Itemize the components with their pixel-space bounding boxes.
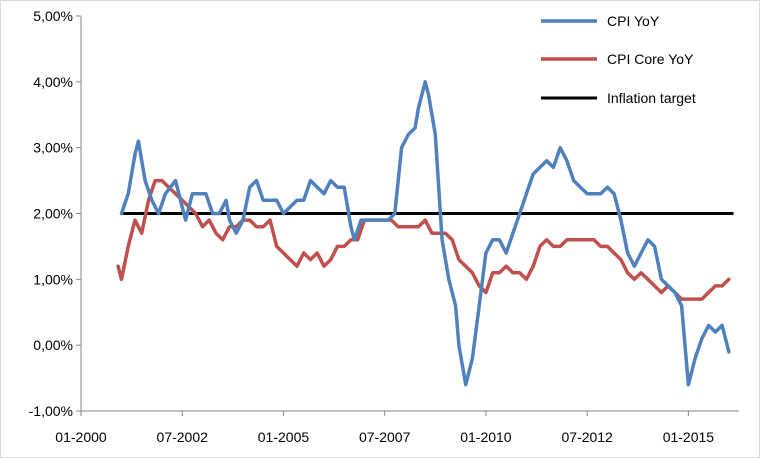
y-tick-label: -1,00% bbox=[29, 403, 73, 419]
x-tick-label: 01-2010 bbox=[460, 429, 512, 445]
legend: CPI YoY CPI Core YoY Inflation target bbox=[541, 13, 696, 106]
legend-label-cpi-core-yoy: CPI Core YoY bbox=[607, 51, 694, 67]
x-tick-label: 07-2007 bbox=[359, 429, 411, 445]
y-tick-labels: 5,00% 4,00% 3,00% 2,00% 1,00% 0,00% -1,00% bbox=[29, 8, 81, 419]
series-line-cpi-core-yoy bbox=[116, 178, 731, 301]
x-tick-label: 01-2000 bbox=[55, 429, 107, 445]
y-tick-label: 4,00% bbox=[33, 74, 73, 90]
y-tick-label: 3,00% bbox=[33, 140, 73, 156]
x-tick-label: 07-2012 bbox=[561, 429, 613, 445]
y-tick-label: 2,00% bbox=[33, 206, 73, 222]
x-tick-labels: 01-2000 07-2002 01-2005 07-2007 01-2010 07-20… bbox=[55, 411, 714, 445]
x-tick-label: 01-2005 bbox=[258, 429, 310, 445]
x-tick-label: 01-2015 bbox=[663, 429, 715, 445]
legend-label-inflation-target: Inflation target bbox=[607, 90, 696, 106]
series-line-cpi-yoy bbox=[119, 80, 731, 387]
y-tick-label: 1,00% bbox=[33, 271, 73, 287]
y-tick-label: 5,00% bbox=[33, 8, 73, 24]
series-lines bbox=[116, 80, 734, 387]
y-tick-label: 0,00% bbox=[33, 337, 73, 353]
x-tick-label: 07-2002 bbox=[157, 429, 209, 445]
legend-label-cpi-yoy: CPI YoY bbox=[607, 13, 660, 29]
